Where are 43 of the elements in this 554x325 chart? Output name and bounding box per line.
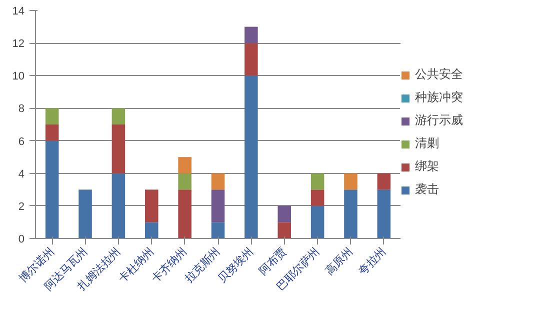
bar xyxy=(377,190,391,238)
x-tick-label: 高原州 xyxy=(322,244,356,278)
bar xyxy=(244,43,258,76)
bar xyxy=(310,173,324,190)
bar xyxy=(278,206,291,222)
legend-label: 公共安全 xyxy=(415,66,463,83)
bar xyxy=(211,173,225,190)
bar xyxy=(178,173,192,190)
bar xyxy=(344,173,358,190)
bar xyxy=(344,190,358,238)
legend-label: 袭击 xyxy=(415,181,439,198)
bar xyxy=(112,124,126,174)
bar xyxy=(310,190,324,206)
bar xyxy=(278,222,291,238)
y-tick-label: 10 xyxy=(12,70,25,83)
legend-label: 绑架 xyxy=(415,158,439,175)
bar xyxy=(377,173,391,190)
bar xyxy=(45,108,59,124)
bar xyxy=(310,206,324,238)
y-tick-label: 2 xyxy=(18,200,25,213)
y-tick-label: 12 xyxy=(12,38,25,50)
y-tick-label: 6 xyxy=(18,136,25,148)
bar xyxy=(112,173,126,238)
bar xyxy=(244,26,258,44)
legend-label: 种族冲突 xyxy=(415,89,463,106)
x-tick-label: 夸拉州 xyxy=(356,244,389,278)
bar xyxy=(211,190,225,222)
y-tick-label: 14 xyxy=(12,6,25,18)
legend-label: 清剿 xyxy=(415,135,439,152)
bar xyxy=(244,76,258,238)
bar xyxy=(178,190,192,238)
legend-label: 游行示威 xyxy=(415,112,463,129)
bar xyxy=(45,124,59,141)
bar xyxy=(211,222,225,238)
bar xyxy=(78,190,92,238)
bar xyxy=(145,222,158,238)
bar xyxy=(112,108,126,124)
y-tick-label: 4 xyxy=(18,168,25,180)
y-tick-label: 8 xyxy=(18,103,25,116)
y-tick-label: 0 xyxy=(18,234,25,246)
bar xyxy=(178,157,192,174)
bar xyxy=(145,190,158,222)
bar xyxy=(45,140,59,238)
